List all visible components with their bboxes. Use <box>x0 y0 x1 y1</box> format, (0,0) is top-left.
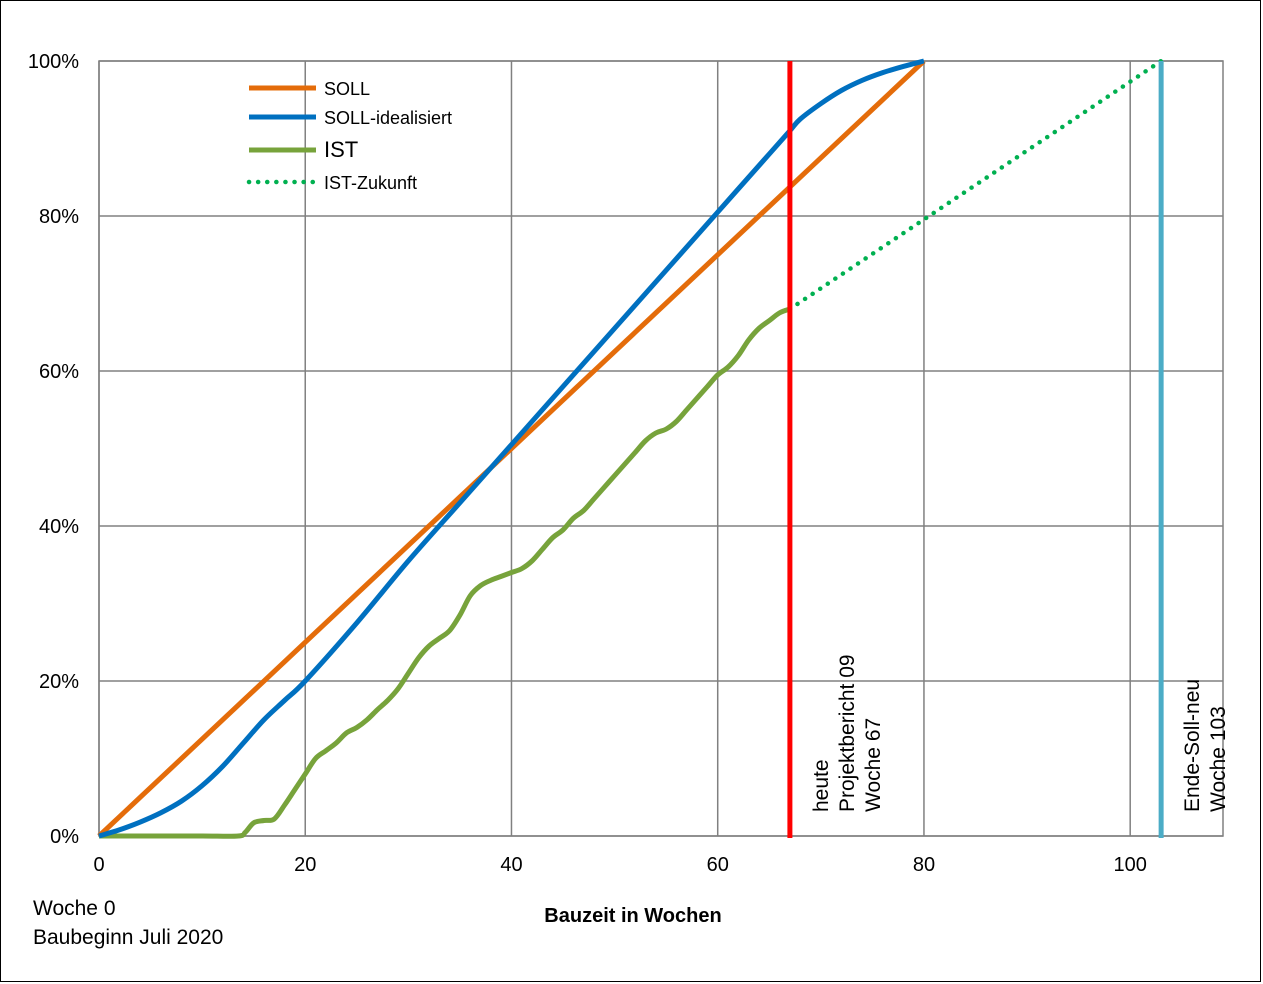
legend-label: SOLL-idealisiert <box>324 108 452 128</box>
y-tick-label: 20% <box>39 671 79 693</box>
x-tick-label: 80 <box>913 854 935 876</box>
y-tick-label: 40% <box>39 516 79 538</box>
marker-label: Projektbericht 09 <box>836 654 859 812</box>
y-tick-label: 0% <box>50 826 79 848</box>
legend-label: IST <box>324 137 358 162</box>
vertical-markers: heute Projektbericht 09 Woche 67 Ende-Soll-… <box>787 61 1230 838</box>
x-tick-label: 60 <box>707 854 729 876</box>
grid <box>98 60 1224 837</box>
note-line-2: Baubeginn Juli 2020 <box>33 926 223 949</box>
x-tick-label: 40 <box>500 854 522 876</box>
marker-label: Woche 67 <box>862 718 885 812</box>
series-line-soll-idealisiert <box>98 58 925 839</box>
series-lines <box>97 58 1164 839</box>
x-tick-label: 100 <box>1114 854 1147 876</box>
series-line-soll <box>97 59 926 838</box>
y-tick-label: 60% <box>39 361 79 383</box>
marker-label: Ende-Soll-neu <box>1181 679 1204 812</box>
tick-labels: 0% 20% 40% 60% 80% 100% 0 20 40 60 80 100 <box>28 51 1147 876</box>
legend-label: SOLL <box>324 79 370 99</box>
marker-label: heute <box>810 759 833 812</box>
marker-label: Woche 103 <box>1207 706 1230 812</box>
y-tick-label: 80% <box>39 206 79 228</box>
plot-area-border <box>98 60 1224 837</box>
x-tick-label: 0 <box>93 854 104 876</box>
series-line-ist <box>99 306 791 839</box>
legend: SOLL SOLL-idealisiert IST IST-Zukunft <box>246 79 452 193</box>
y-tick-label: 100% <box>28 51 79 73</box>
x-axis-label: Bauzeit in Wochen <box>544 905 721 927</box>
series-line-ist-zukunft <box>787 58 1164 312</box>
x-tick-label: 20 <box>294 854 316 876</box>
legend-label: IST-Zukunft <box>324 173 417 193</box>
note-line-1: Woche 0 <box>33 897 116 920</box>
